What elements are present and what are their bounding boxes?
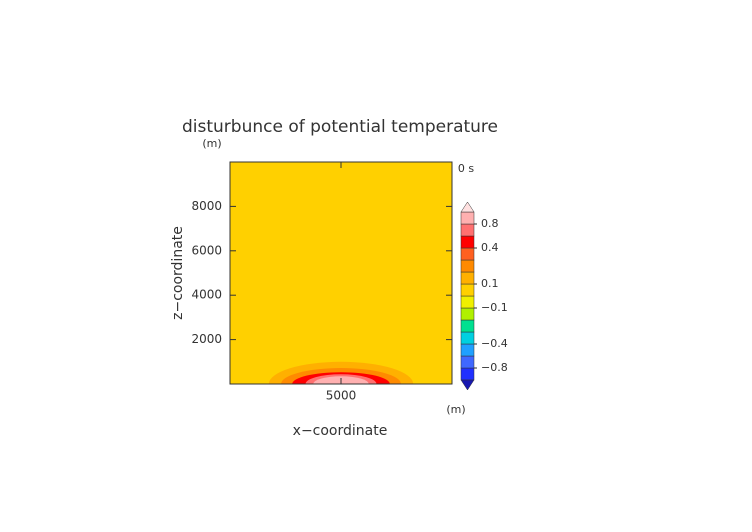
chart-title: disturbunce of potential temperature xyxy=(182,117,498,137)
colorbar-segment xyxy=(460,247,475,261)
colorbar-segment xyxy=(460,343,475,357)
x-tick-label: 5000 xyxy=(326,389,357,403)
y-unit: (m) xyxy=(202,137,221,150)
colorbar-segment xyxy=(460,235,475,249)
colorbar-segment xyxy=(460,331,475,345)
colorbar-segment xyxy=(460,271,475,285)
colorbar-segment xyxy=(460,223,475,237)
colorbar-segment xyxy=(460,295,475,309)
colorbar-end xyxy=(460,201,475,213)
y-tick-label: 2000 xyxy=(191,332,222,346)
colorbar-label: −0.8 xyxy=(481,361,508,374)
colorbar-segment xyxy=(460,283,475,297)
colorbar-label: 0.1 xyxy=(481,277,499,290)
colorbar-label: −0.1 xyxy=(481,301,508,314)
background-fill xyxy=(230,162,452,384)
y-tick-label: 8000 xyxy=(191,199,222,213)
x-unit: (m) xyxy=(446,403,465,416)
y-tick-label: 4000 xyxy=(191,288,222,302)
colorbar-segment xyxy=(460,307,475,321)
y-axis-label: z−coordinate xyxy=(170,226,186,320)
colorbar-label: 0.4 xyxy=(481,241,499,254)
colorbar-segment xyxy=(460,367,475,381)
colorbar-segment xyxy=(460,355,475,369)
colorbar-label: −0.4 xyxy=(481,337,508,350)
colorbar-segment xyxy=(460,319,475,333)
colorbar-label: 0.8 xyxy=(481,217,499,230)
x-axis-label: x−coordinate xyxy=(293,423,388,439)
colorbar-end xyxy=(460,379,475,391)
colorbar-segment xyxy=(460,211,475,225)
time-label: 0 s xyxy=(458,162,474,175)
y-tick-label: 6000 xyxy=(191,243,222,257)
colorbar-segment xyxy=(460,259,475,273)
field xyxy=(230,162,452,384)
